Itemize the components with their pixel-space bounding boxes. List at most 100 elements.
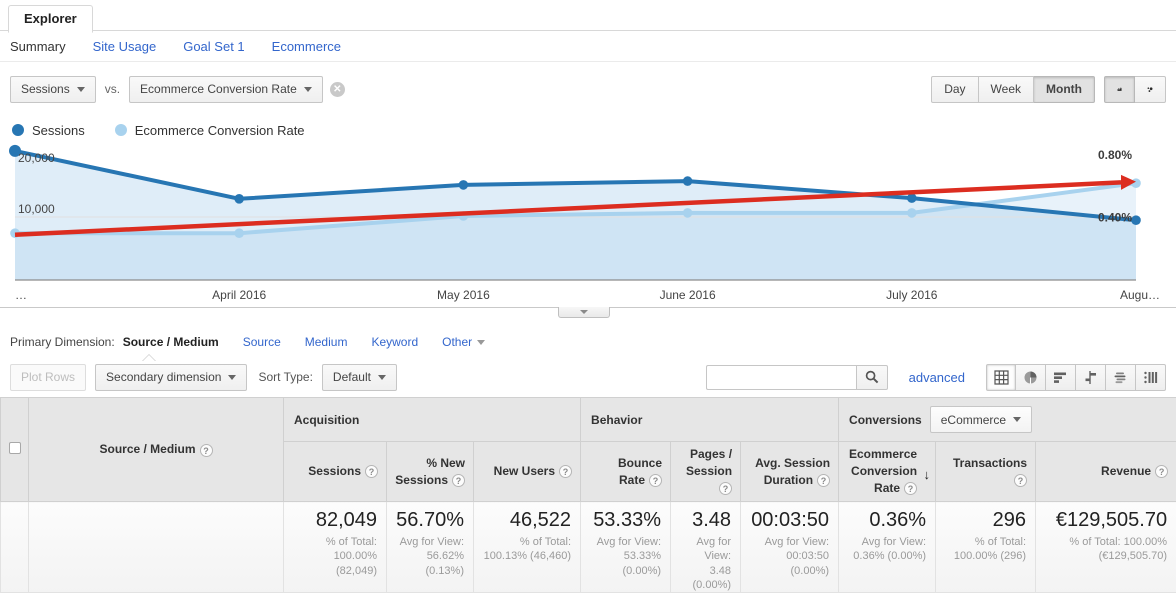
report-tabbar: Explorer — [0, 0, 1176, 31]
active-dimension-pointer — [142, 354, 156, 361]
column-header-pages-session[interactable]: Pages / Session? — [671, 442, 741, 502]
pivot-view-button[interactable] — [1136, 364, 1166, 391]
subnav-summary[interactable]: Summary — [10, 39, 66, 54]
dimension-source-medium[interactable]: Source / Medium — [123, 335, 219, 349]
conversion-rate-legend-dot-icon — [115, 124, 127, 136]
granularity-week-button[interactable]: Week — [979, 76, 1034, 103]
chevron-down-icon — [1013, 417, 1021, 422]
dimension-medium[interactable]: Medium — [305, 335, 348, 349]
column-label: New Users — [494, 464, 555, 478]
dimension-source[interactable]: Source — [243, 335, 281, 349]
column-header-transactions[interactable]: Transactions? — [936, 442, 1036, 502]
search-button[interactable] — [856, 365, 888, 390]
plot-rows-button[interactable]: Plot Rows — [10, 364, 86, 391]
performance-view-button[interactable] — [1046, 364, 1076, 391]
totals-transactions: 296% of Total: 100.00% (296) — [936, 502, 1036, 593]
column-header-source-medium[interactable]: Source / Medium? — [29, 398, 284, 502]
help-icon[interactable]: ? — [904, 482, 917, 495]
table-grid-icon — [994, 370, 1009, 385]
metric-b-dropdown[interactable]: Ecommerce Conversion Rate — [129, 76, 323, 103]
total-value: 46,522 — [483, 509, 571, 532]
chart-type-segment — [1104, 76, 1166, 103]
help-icon[interactable]: ? — [200, 444, 213, 457]
total-sublabel: % of Total: 100.13% (46,460) — [483, 535, 571, 564]
motion-chart-view-button[interactable] — [1135, 76, 1166, 103]
chart-collapse-handle[interactable] — [558, 307, 610, 318]
sort-desc-icon: ↓ — [924, 466, 931, 484]
help-icon[interactable]: ? — [452, 474, 465, 487]
subnav-goal-set-1[interactable]: Goal Set 1 — [183, 39, 244, 54]
totals-dimension-cell — [29, 502, 284, 593]
column-header-sessions[interactable]: Sessions? — [284, 442, 387, 502]
comparison-view-button[interactable] — [1076, 364, 1106, 391]
help-icon[interactable]: ? — [559, 465, 572, 478]
totals-new-users: 46,522 % of Total: 100.13% (46,460) — [474, 502, 581, 593]
column-header-revenue[interactable]: Revenue? — [1036, 442, 1176, 502]
line-chart-icon — [1117, 82, 1122, 97]
subnav-site-usage[interactable]: Site Usage — [93, 39, 157, 54]
x-axis-label: July 2016 — [886, 288, 937, 302]
motion-chart-icon — [1147, 82, 1153, 97]
remove-metric-icon[interactable]: ✕ — [330, 82, 345, 97]
vs-label: vs. — [105, 82, 120, 96]
granularity-month-button[interactable]: Month — [1034, 76, 1095, 103]
totals-checkbox-cell — [1, 502, 29, 593]
sort-type-dropdown[interactable]: Default — [322, 364, 397, 391]
metric-a-label: Sessions — [21, 82, 70, 96]
secondary-dimension-dropdown[interactable]: Secondary dimension — [95, 364, 247, 391]
column-header-ecommerce-conversion-rate[interactable]: Ecommerce Conversion Rate?↓ — [839, 442, 936, 502]
help-icon[interactable]: ? — [1155, 465, 1168, 478]
dimension-keyword[interactable]: Keyword — [371, 335, 418, 349]
term-cloud-view-button[interactable] — [1106, 364, 1136, 391]
granularity-controls: Day Week Month — [931, 76, 1166, 103]
line-chart-view-button[interactable] — [1104, 76, 1135, 103]
select-all-cell — [1, 398, 29, 502]
table-toolbar: Plot Rows Secondary dimension Sort Type:… — [0, 357, 1176, 397]
sort-type-value: Default — [333, 370, 371, 384]
total-sublabel: Avg for View: 56.62% (0.13%) — [396, 535, 464, 578]
tab-explorer[interactable]: Explorer — [8, 5, 93, 33]
group-header-acquisition: Acquisition — [284, 398, 581, 442]
total-value: 0.36% — [848, 509, 926, 532]
total-value: 53.33% — [590, 509, 661, 532]
pie-chart-icon — [1023, 370, 1038, 385]
dimension-other-dropdown[interactable]: Other — [442, 335, 485, 349]
conversions-goal-dropdown[interactable]: eCommerce — [930, 406, 1032, 433]
data-view-button[interactable] — [986, 364, 1016, 391]
help-icon[interactable]: ? — [365, 465, 378, 478]
x-axis-label: Augu… — [1120, 288, 1160, 302]
total-sublabel: % of Total: 100.00% (82,049) — [293, 535, 377, 578]
primary-dimension-bar: Primary Dimension: Source / Medium Sourc… — [0, 326, 1176, 357]
column-header-new-users[interactable]: New Users? — [474, 442, 581, 502]
total-sublabel: % of Total: 100.00% (€129,505.70) — [1045, 535, 1167, 564]
dimension-other-label: Other — [442, 335, 472, 349]
total-sublabel: Avg for View: 53.33% (0.00%) — [590, 535, 661, 578]
column-header-avg-session-duration[interactable]: Avg. Session Duration? — [741, 442, 839, 502]
total-value: 82,049 — [293, 509, 377, 532]
total-value: €129,505.70 — [1045, 509, 1167, 532]
group-header-behavior: Behavior — [581, 398, 839, 442]
column-header-new-sessions[interactable]: % New Sessions? — [387, 442, 474, 502]
group-label: Acquisition — [294, 413, 359, 427]
help-icon[interactable]: ? — [1014, 474, 1027, 487]
help-icon[interactable]: ? — [649, 474, 662, 487]
chevron-down-icon — [304, 87, 312, 92]
metric-a-dropdown[interactable]: Sessions — [10, 76, 96, 103]
report-subnav: Summary Site Usage Goal Set 1 Ecommerce — [0, 31, 1176, 62]
table-search-input[interactable] — [706, 365, 856, 390]
primary-dimension-label: Primary Dimension: — [10, 335, 115, 349]
granularity-segment: Day Week Month — [931, 76, 1095, 103]
help-icon[interactable]: ? — [719, 482, 732, 495]
bar-chart-icon — [1053, 370, 1068, 385]
advanced-link[interactable]: advanced — [909, 370, 965, 385]
column-header-bounce-rate[interactable]: Bounce Rate? — [581, 442, 671, 502]
granularity-day-button[interactable]: Day — [931, 76, 978, 103]
column-label: Pages / Session — [686, 447, 732, 478]
select-all-checkbox[interactable] — [9, 442, 21, 454]
percentage-view-button[interactable] — [1016, 364, 1046, 391]
help-icon[interactable]: ? — [817, 474, 830, 487]
subnav-ecommerce[interactable]: Ecommerce — [272, 39, 341, 54]
